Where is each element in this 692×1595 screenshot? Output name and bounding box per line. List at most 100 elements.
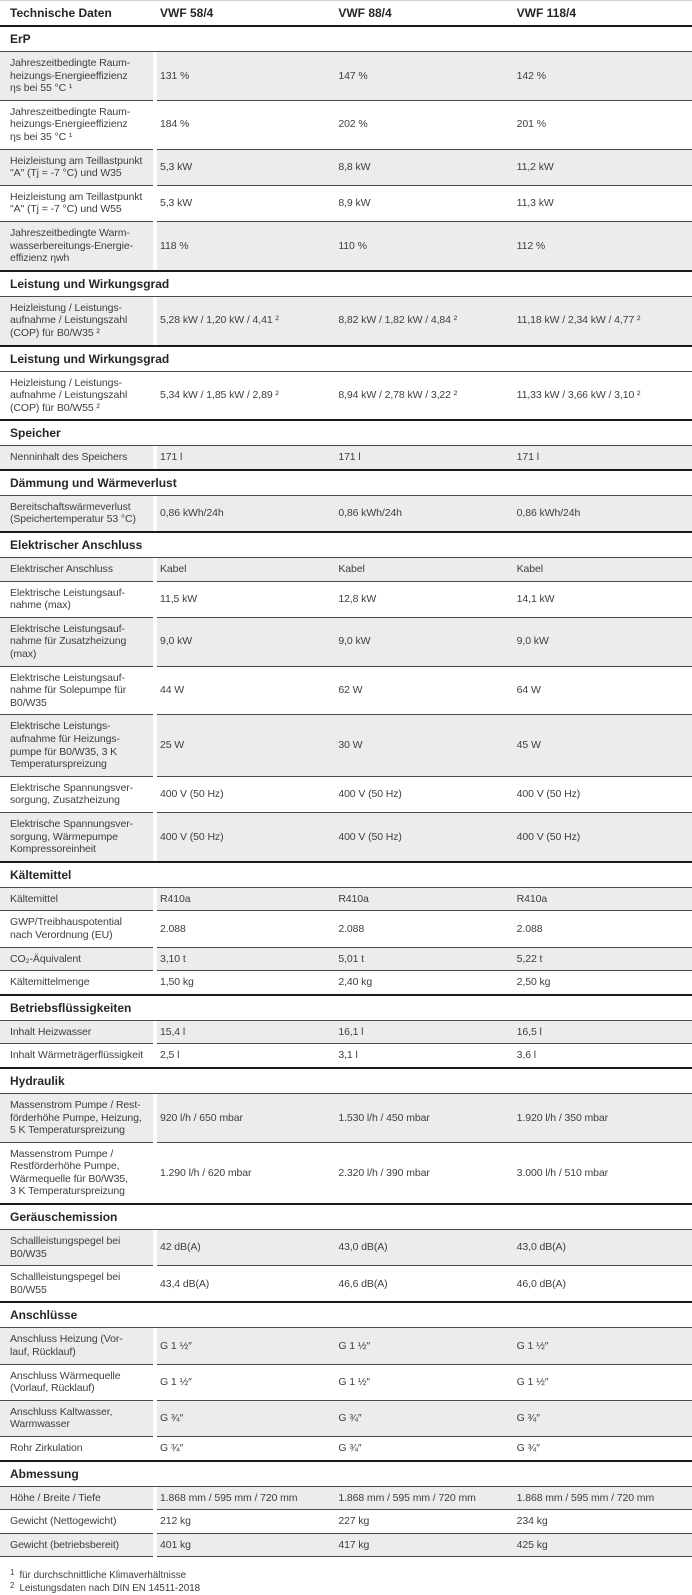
section-header: Leistung und Wirkungsgrad [0,269,692,297]
row-label: Elektrische Leistungsauf- nahme für Zusa… [0,616,153,666]
row-label: Rohr Zirkulation [0,1436,153,1460]
row-value: 9,0 kW [338,635,371,648]
column-gutter [153,665,157,715]
row-value: 147 % [338,69,368,82]
row-value: 43,0 dB(A) [338,1241,388,1254]
table-row: Anschluss Wärmequelle (Vorlauf, Rücklauf… [0,1363,692,1400]
row-value: 3,10 t [160,952,186,965]
footnote-1-marker: 1 [10,1568,15,1578]
row-value: 12,8 kW [338,592,377,605]
row-value: 2.320 l/h / 390 mbar [338,1166,430,1179]
row-values: 5,3 kW 8,8 kW 11,2 kW [157,148,692,185]
table-row: Jahreszeitbedingte Warm- wasserbereitung… [0,220,692,270]
row-value: G ¾″ [516,1412,540,1425]
row-value: 16,1 l [338,1025,364,1038]
table-row: Gewicht (Nettogewicht) 212 kg 227 kg 234… [0,1509,692,1533]
row-value: 45 W [516,739,541,752]
row-value: 16,5 l [516,1025,542,1038]
section-header: Hydraulik [0,1066,692,1094]
row-value: 1.920 l/h / 350 mbar [516,1111,609,1124]
table-row: Elektrische Leistungsauf- nahme für Sole… [0,665,692,715]
row-values: G 1 ½″ G 1 ½″ G 1 ½″ [157,1328,692,1364]
row-value: G 1 ½″ [516,1375,549,1388]
table-row: GWP/Treibhauspotential nach Verordnung (… [0,910,692,947]
row-value: 42 dB(A) [160,1241,201,1254]
section-title: Dämmung und Wärmeverlust [10,475,177,490]
column-gutter [153,296,157,345]
row-label: Anschluss Wärmequelle (Vorlauf, Rücklauf… [0,1363,153,1400]
row-value: 2,5 l [160,1049,180,1062]
row-value: 400 V (50 Hz) [160,830,224,843]
section-title: Speicher [10,426,61,441]
row-label: Gewicht (Nettogewicht) [0,1509,153,1533]
section-header: Kältemittel [0,860,692,888]
row-label: Heizleistung / Leistungs- aufnahme / Lei… [0,371,153,420]
section-title: Leistung und Wirkungsgrad [10,276,170,291]
row-value: 1.868 mm / 595 mm / 720 mm [516,1491,655,1504]
column-gutter [153,1,157,25]
row-value: 3,6 l [516,1049,537,1062]
column-gutter [153,1328,157,1364]
column-gutter [153,1509,157,1533]
row-value: 0,86 kWh/24h [516,507,581,520]
section-title: Elektrischer Anschluss [10,538,143,553]
row-value: 14,1 kW [516,592,555,605]
table-row: Heizleistung / Leistungs- aufnahme / Lei… [0,296,692,345]
table-row: Elektrische Spannungsver- sorgung, Zusat… [0,775,692,812]
section-header: Dämmung und Wärmeverlust [0,468,692,496]
row-values: 401 kg 417 kg 425 kg [157,1532,692,1558]
column-gutter [153,887,157,911]
row-value: 425 kg [516,1538,548,1551]
row-value: 118 % [160,239,189,252]
table-row: Massenstrom Pumpe / Restförderhöhe Pumpe… [0,1141,692,1204]
row-label: Elektrische Leistungsauf- nahme (max) [0,580,153,617]
section-title: Kältemittel [10,867,72,882]
row-values: G 1 ½″ G 1 ½″ G 1 ½″ [157,1363,692,1400]
column-gutter [153,371,157,420]
table-row: Jahreszeitbedingte Raum- heizungs-Energi… [0,99,692,149]
row-value: 8,94 kW / 2,78 kW / 3,22 ² [338,389,458,402]
row-values: G ¾″ G ¾″ G ¾″ [157,1399,692,1436]
row-values: 5,28 kW / 1,20 kW / 4,41 ² 8,82 kW / 1,8… [157,296,692,345]
row-values: 1,50 kg 2,40 kg 2,50 kg [157,970,692,994]
row-value: 3,1 l [338,1049,358,1062]
table-row: Bereitschaftswärmeverlust (Speichertempe… [0,495,692,532]
row-value: 171 l [160,451,183,464]
row-value: G ¾″ [338,1412,362,1425]
section-title: Leistung und Wirkungsgrad [10,351,170,366]
row-values: R410a R410a R410a [157,887,692,911]
column-header-vwf-118-4: VWF 118/4 [516,6,577,20]
row-values: 42 dB(A) 43,0 dB(A) 43,0 dB(A) [157,1230,692,1266]
table-row: Elektrische Leistungsauf- nahme für Zusa… [0,616,692,666]
row-value: 11,2 kW [516,160,554,173]
column-gutter [153,220,157,270]
row-values: 9,0 kW 9,0 kW 9,0 kW [157,616,692,666]
row-value: 110 % [338,239,367,252]
row-value: 5,01 t [338,952,364,965]
row-value: 43,4 dB(A) [160,1277,210,1290]
row-value: 5,3 kW [160,160,193,173]
row-label: Jahreszeitbedingte Raum- heizungs-Energi… [0,52,153,100]
table-row: Heizleistung am Teillastpunkt "A" (Tj = … [0,148,692,185]
row-label: Elektrische Spannungsver- sorgung, Wärme… [0,811,153,861]
footnote-1-text: für durchschnittliche Klimaverhältnisse [19,1570,187,1582]
row-value: 2,50 kg [516,976,551,989]
footnote-2-text: Leistungsdaten nach DIN EN 14511-2018 [19,1583,201,1595]
row-values: 1.868 mm / 595 mm / 720 mm 1.868 mm / 59… [157,1486,692,1510]
row-values: 44 W 62 W 64 W [157,665,692,715]
row-label: Schallleistungspegel bei B0/W35 [0,1230,153,1266]
row-value: 46,0 dB(A) [516,1277,566,1290]
table-row: Inhalt Heizwasser 15,4 l 16,1 l 16,5 l [0,1020,692,1044]
row-value: 25 W [160,739,185,752]
column-gutter [153,1436,157,1460]
table-row: Rohr Zirkulation G ¾″ G ¾″ G ¾″ [0,1436,692,1460]
column-gutter [153,1265,157,1302]
row-label: Elektrische Leistungsauf- nahme für Sole… [0,665,153,715]
column-gutter [153,580,157,617]
row-values: 43,4 dB(A) 46,6 dB(A) 46,0 dB(A) [157,1265,692,1302]
row-value: 9,0 kW [160,635,193,648]
table-row: Schallleistungspegel bei B0/W55 43,4 dB(… [0,1265,692,1302]
row-value: G 1 ½″ [338,1375,371,1388]
table-row: Massenstrom Pumpe / Rest- förderhöhe Pum… [0,1093,692,1142]
column-gutter [153,495,157,532]
